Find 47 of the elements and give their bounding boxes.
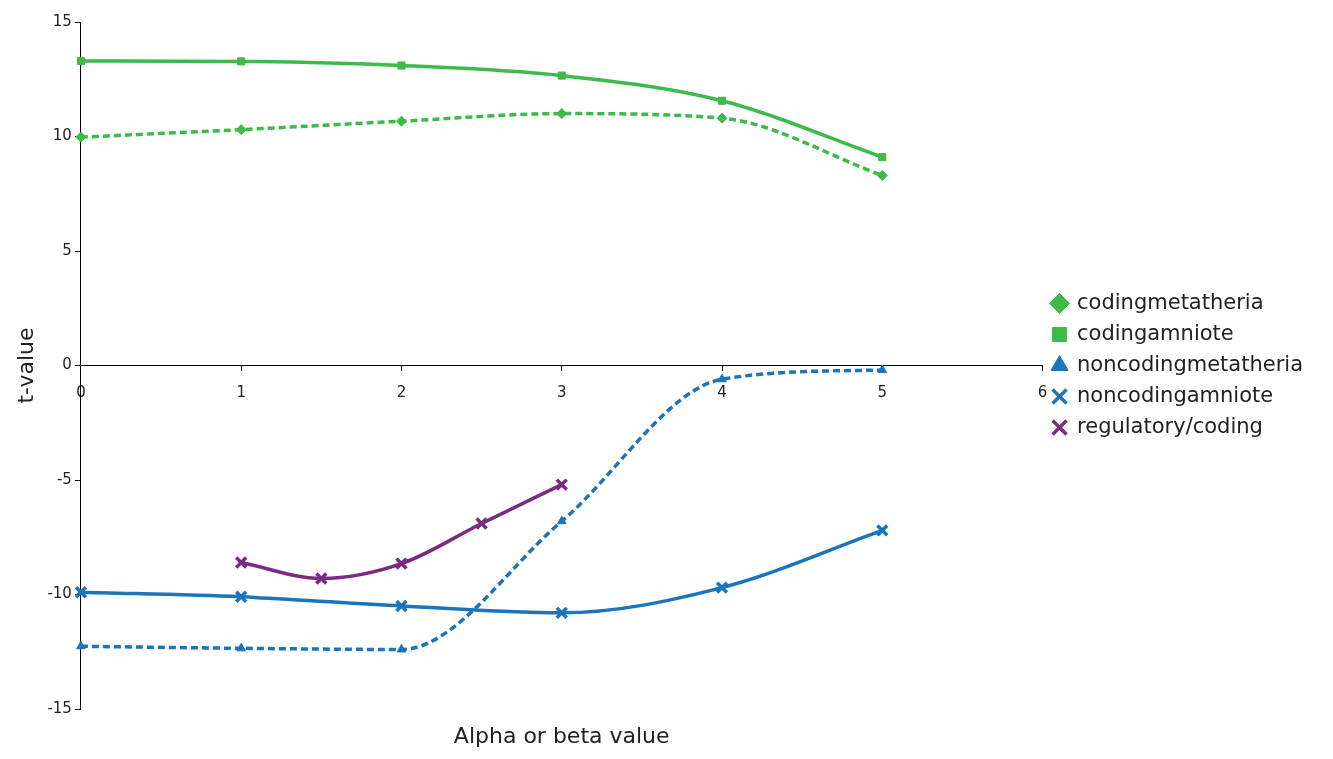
point <box>394 556 409 571</box>
point <box>235 124 247 136</box>
point <box>555 477 569 492</box>
y-tick-label: 5 <box>62 240 72 259</box>
point <box>234 555 248 570</box>
y-tick-label: 10 <box>52 126 72 145</box>
legend-label: noncodingmetatheria <box>1077 351 1304 376</box>
point <box>474 516 489 531</box>
point <box>557 71 566 80</box>
point <box>76 56 85 65</box>
x-tick-label: 6 <box>1037 383 1048 402</box>
point <box>717 96 727 105</box>
x-tick-label: 1 <box>236 383 246 402</box>
point <box>877 364 888 374</box>
point <box>396 643 407 653</box>
y-tick-label: -5 <box>56 469 72 488</box>
point <box>715 580 729 595</box>
x-axis-title: Alpha or beta value <box>453 722 670 748</box>
x-tick-label: 3 <box>556 383 567 402</box>
point <box>556 515 567 525</box>
x-tick-label: 4 <box>717 383 727 402</box>
point <box>717 373 727 383</box>
point <box>716 112 728 124</box>
point <box>395 115 407 127</box>
point <box>74 585 88 599</box>
x-tick-label: 5 <box>877 383 888 402</box>
x-tick-label: 2 <box>396 383 407 402</box>
point <box>236 642 247 652</box>
legend-label: codingamniote <box>1077 320 1234 345</box>
legend-label: codingmetatheria <box>1077 289 1264 314</box>
point <box>237 57 246 66</box>
point <box>234 590 248 604</box>
y-tick-label: -10 <box>47 584 72 603</box>
y-tick-label: 0 <box>62 355 72 374</box>
y-tick-label: -15 <box>47 698 72 717</box>
point <box>875 523 889 538</box>
point <box>878 153 887 162</box>
point <box>76 640 86 650</box>
point <box>397 61 406 70</box>
point <box>394 599 409 613</box>
point <box>876 169 888 181</box>
y-axis-title: t-value <box>12 327 38 404</box>
point <box>555 606 569 620</box>
legend-label: noncodingamniote <box>1077 382 1274 407</box>
y-tick-label: 15 <box>52 11 72 30</box>
legend-label: regulatory/coding <box>1077 413 1263 438</box>
point <box>314 571 329 586</box>
